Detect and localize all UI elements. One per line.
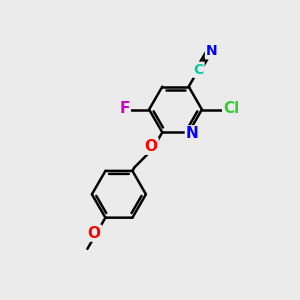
Text: Cl: Cl (223, 100, 239, 116)
Text: N: N (186, 126, 199, 141)
Text: O: O (88, 226, 101, 241)
Text: F: F (119, 100, 130, 116)
Text: C: C (193, 63, 204, 77)
Text: N: N (206, 44, 218, 58)
Text: O: O (145, 139, 158, 154)
